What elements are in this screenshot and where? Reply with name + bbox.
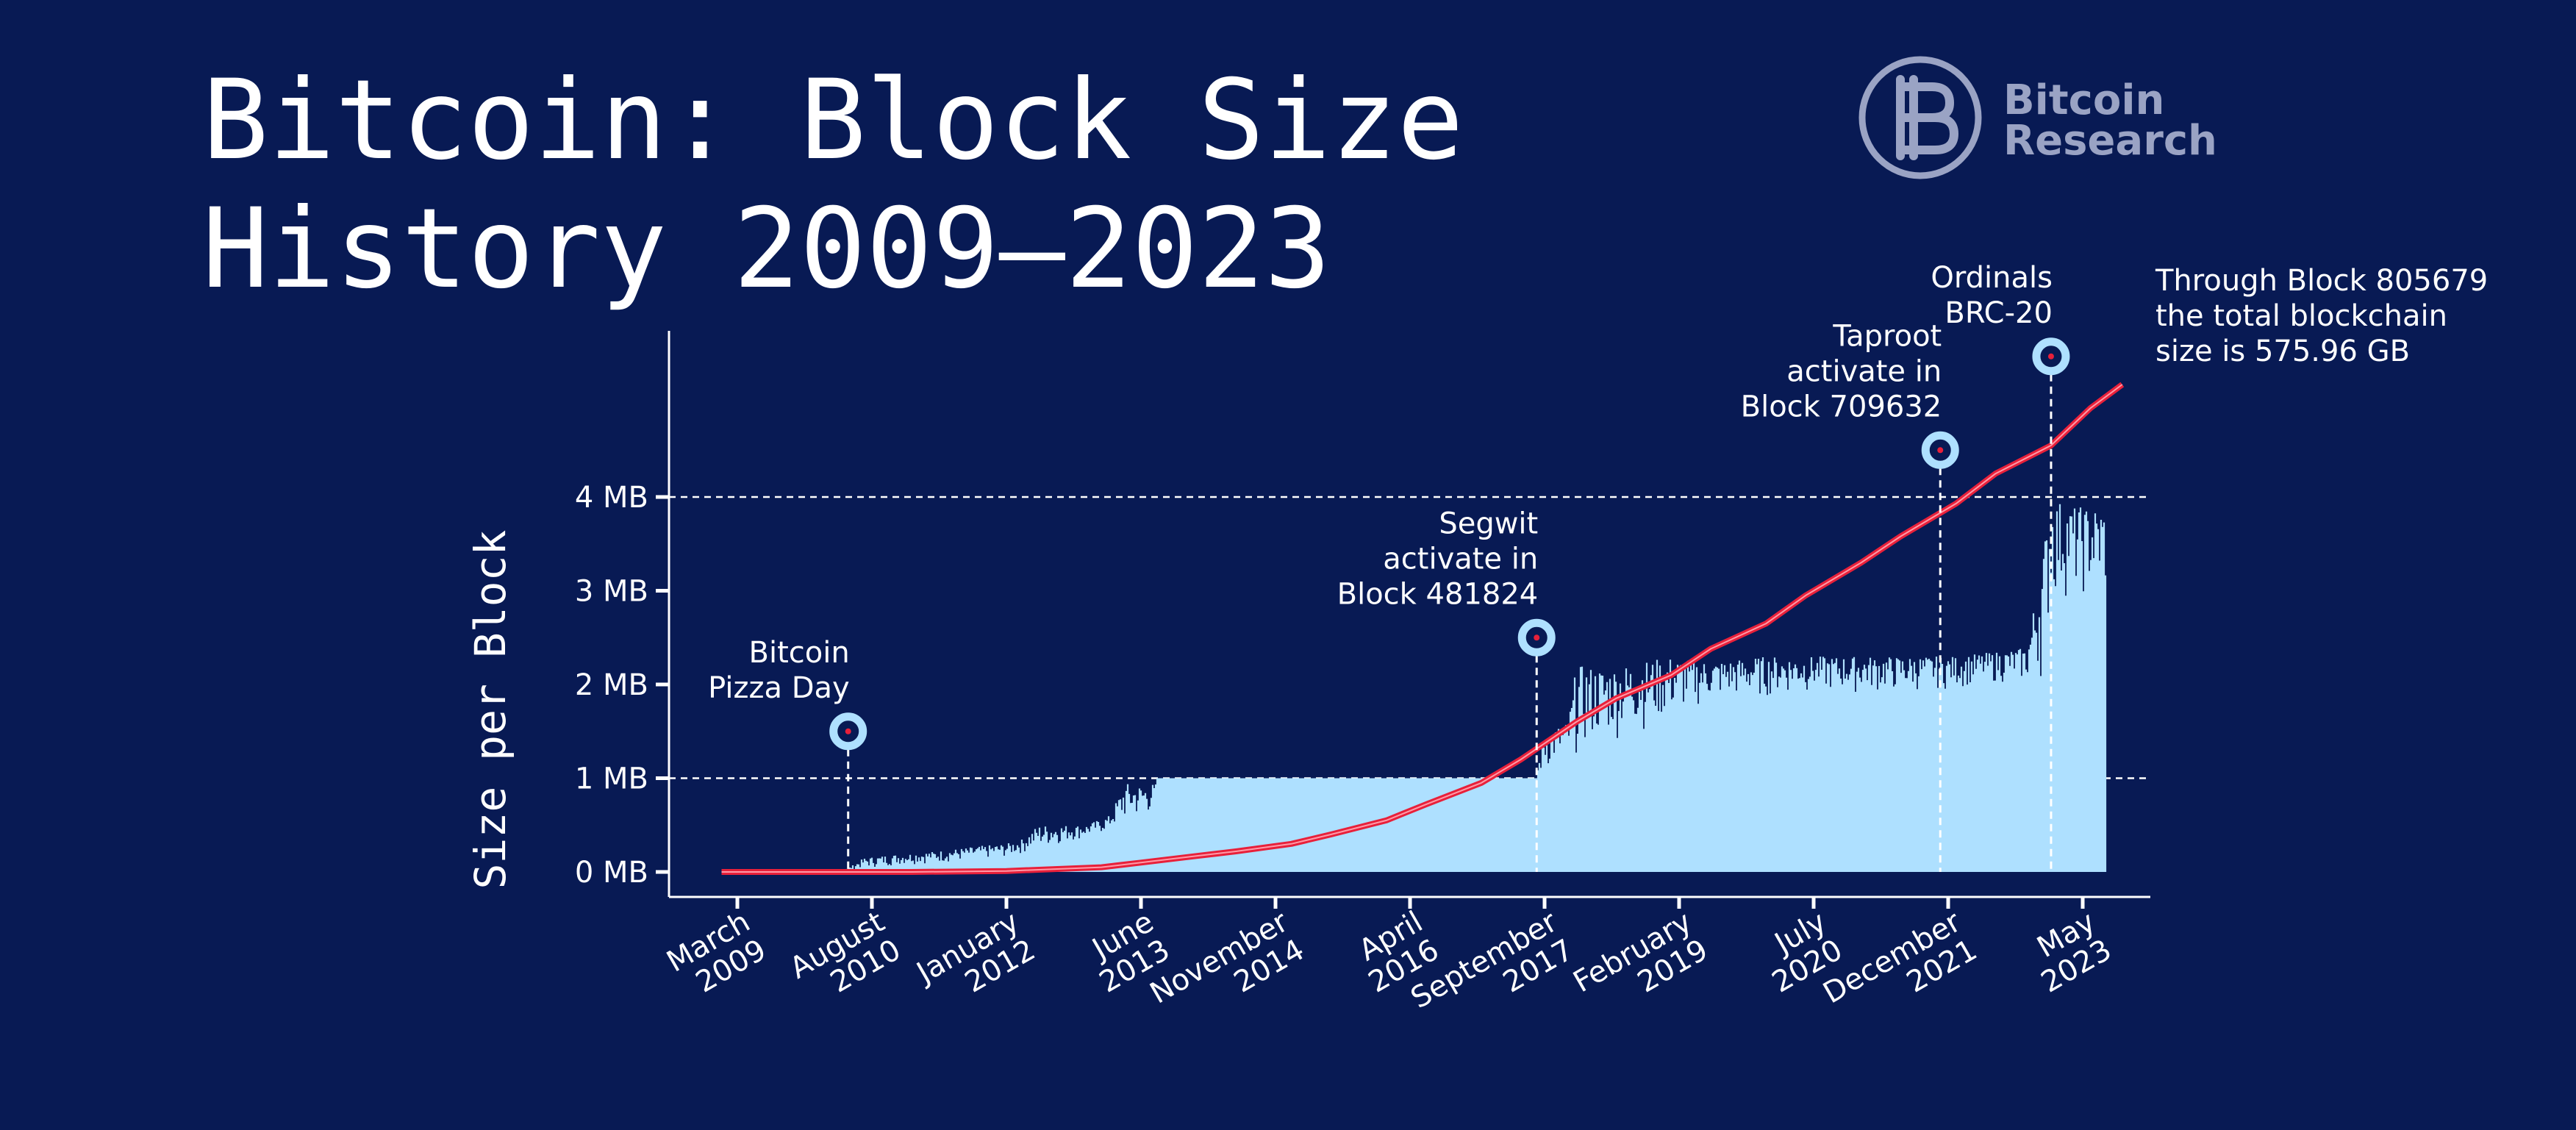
note-line-2: the total blockchain	[2155, 299, 2447, 333]
annotation-marker-ring	[1517, 618, 1556, 657]
y-tick-label: 3 MB	[575, 575, 648, 609]
y-tick-label: 4 MB	[575, 481, 648, 515]
annotation-marker-dot	[1937, 447, 1944, 454]
annotation-marker-dot	[2047, 353, 2054, 360]
annotation-marker-ring	[1921, 431, 1959, 469]
logo-text-line-1: Bitcoin	[2003, 76, 2164, 124]
chart-title-line-2: History 2009–2023	[202, 185, 1331, 313]
y-tick-label: 1 MB	[575, 762, 648, 796]
annotation-text-line: Ordinals	[1931, 261, 2053, 295]
chart-title-line-1: Bitcoin: Block Size	[202, 57, 1464, 185]
annotation-text-line: BRC-20	[1944, 296, 2053, 330]
cumulative-line-highlight	[721, 384, 2123, 873]
annotation-text-line: Block 481824	[1337, 577, 1539, 611]
y-axis-label: Size per Block	[465, 529, 515, 889]
annotation-text-line: Taproot	[1832, 319, 1942, 353]
annotation-text-line: Bitcoin	[749, 636, 850, 670]
annotation-text-line: Block 709632	[1741, 390, 1942, 423]
annotation-text-line: activate in	[1383, 542, 1538, 576]
note-line-1: Through Block 805679	[2155, 264, 2488, 298]
annotation-text-line: activate in	[1786, 354, 1942, 388]
bitcoin-research-logo: Bitcoin Research	[1858, 56, 2217, 179]
note-line-3: size is 575.96 GB	[2155, 335, 2410, 368]
y-ticks: 0 MB 1 MB 2 MB 3 MB 4 MB	[575, 481, 669, 890]
y-tick-label: 2 MB	[575, 668, 648, 702]
annotation-marker-ring	[829, 712, 867, 751]
annotation-text-line: Segwit	[1439, 507, 1538, 540]
annotation-marker-ring	[2032, 337, 2070, 376]
annotation-marker-dot	[1534, 634, 1540, 641]
annotation-text-line: Pizza Day	[708, 671, 850, 705]
logo-text-line-2: Research	[2003, 117, 2217, 165]
annotation-marker-dot	[845, 728, 851, 734]
total-size-note: Through Block 805679 the total blockchai…	[2155, 264, 2488, 368]
y-tick-label: 0 MB	[575, 856, 648, 890]
cumulative-size-line	[721, 382, 2125, 875]
bitcoin-research-logo-icon	[1858, 56, 1982, 179]
